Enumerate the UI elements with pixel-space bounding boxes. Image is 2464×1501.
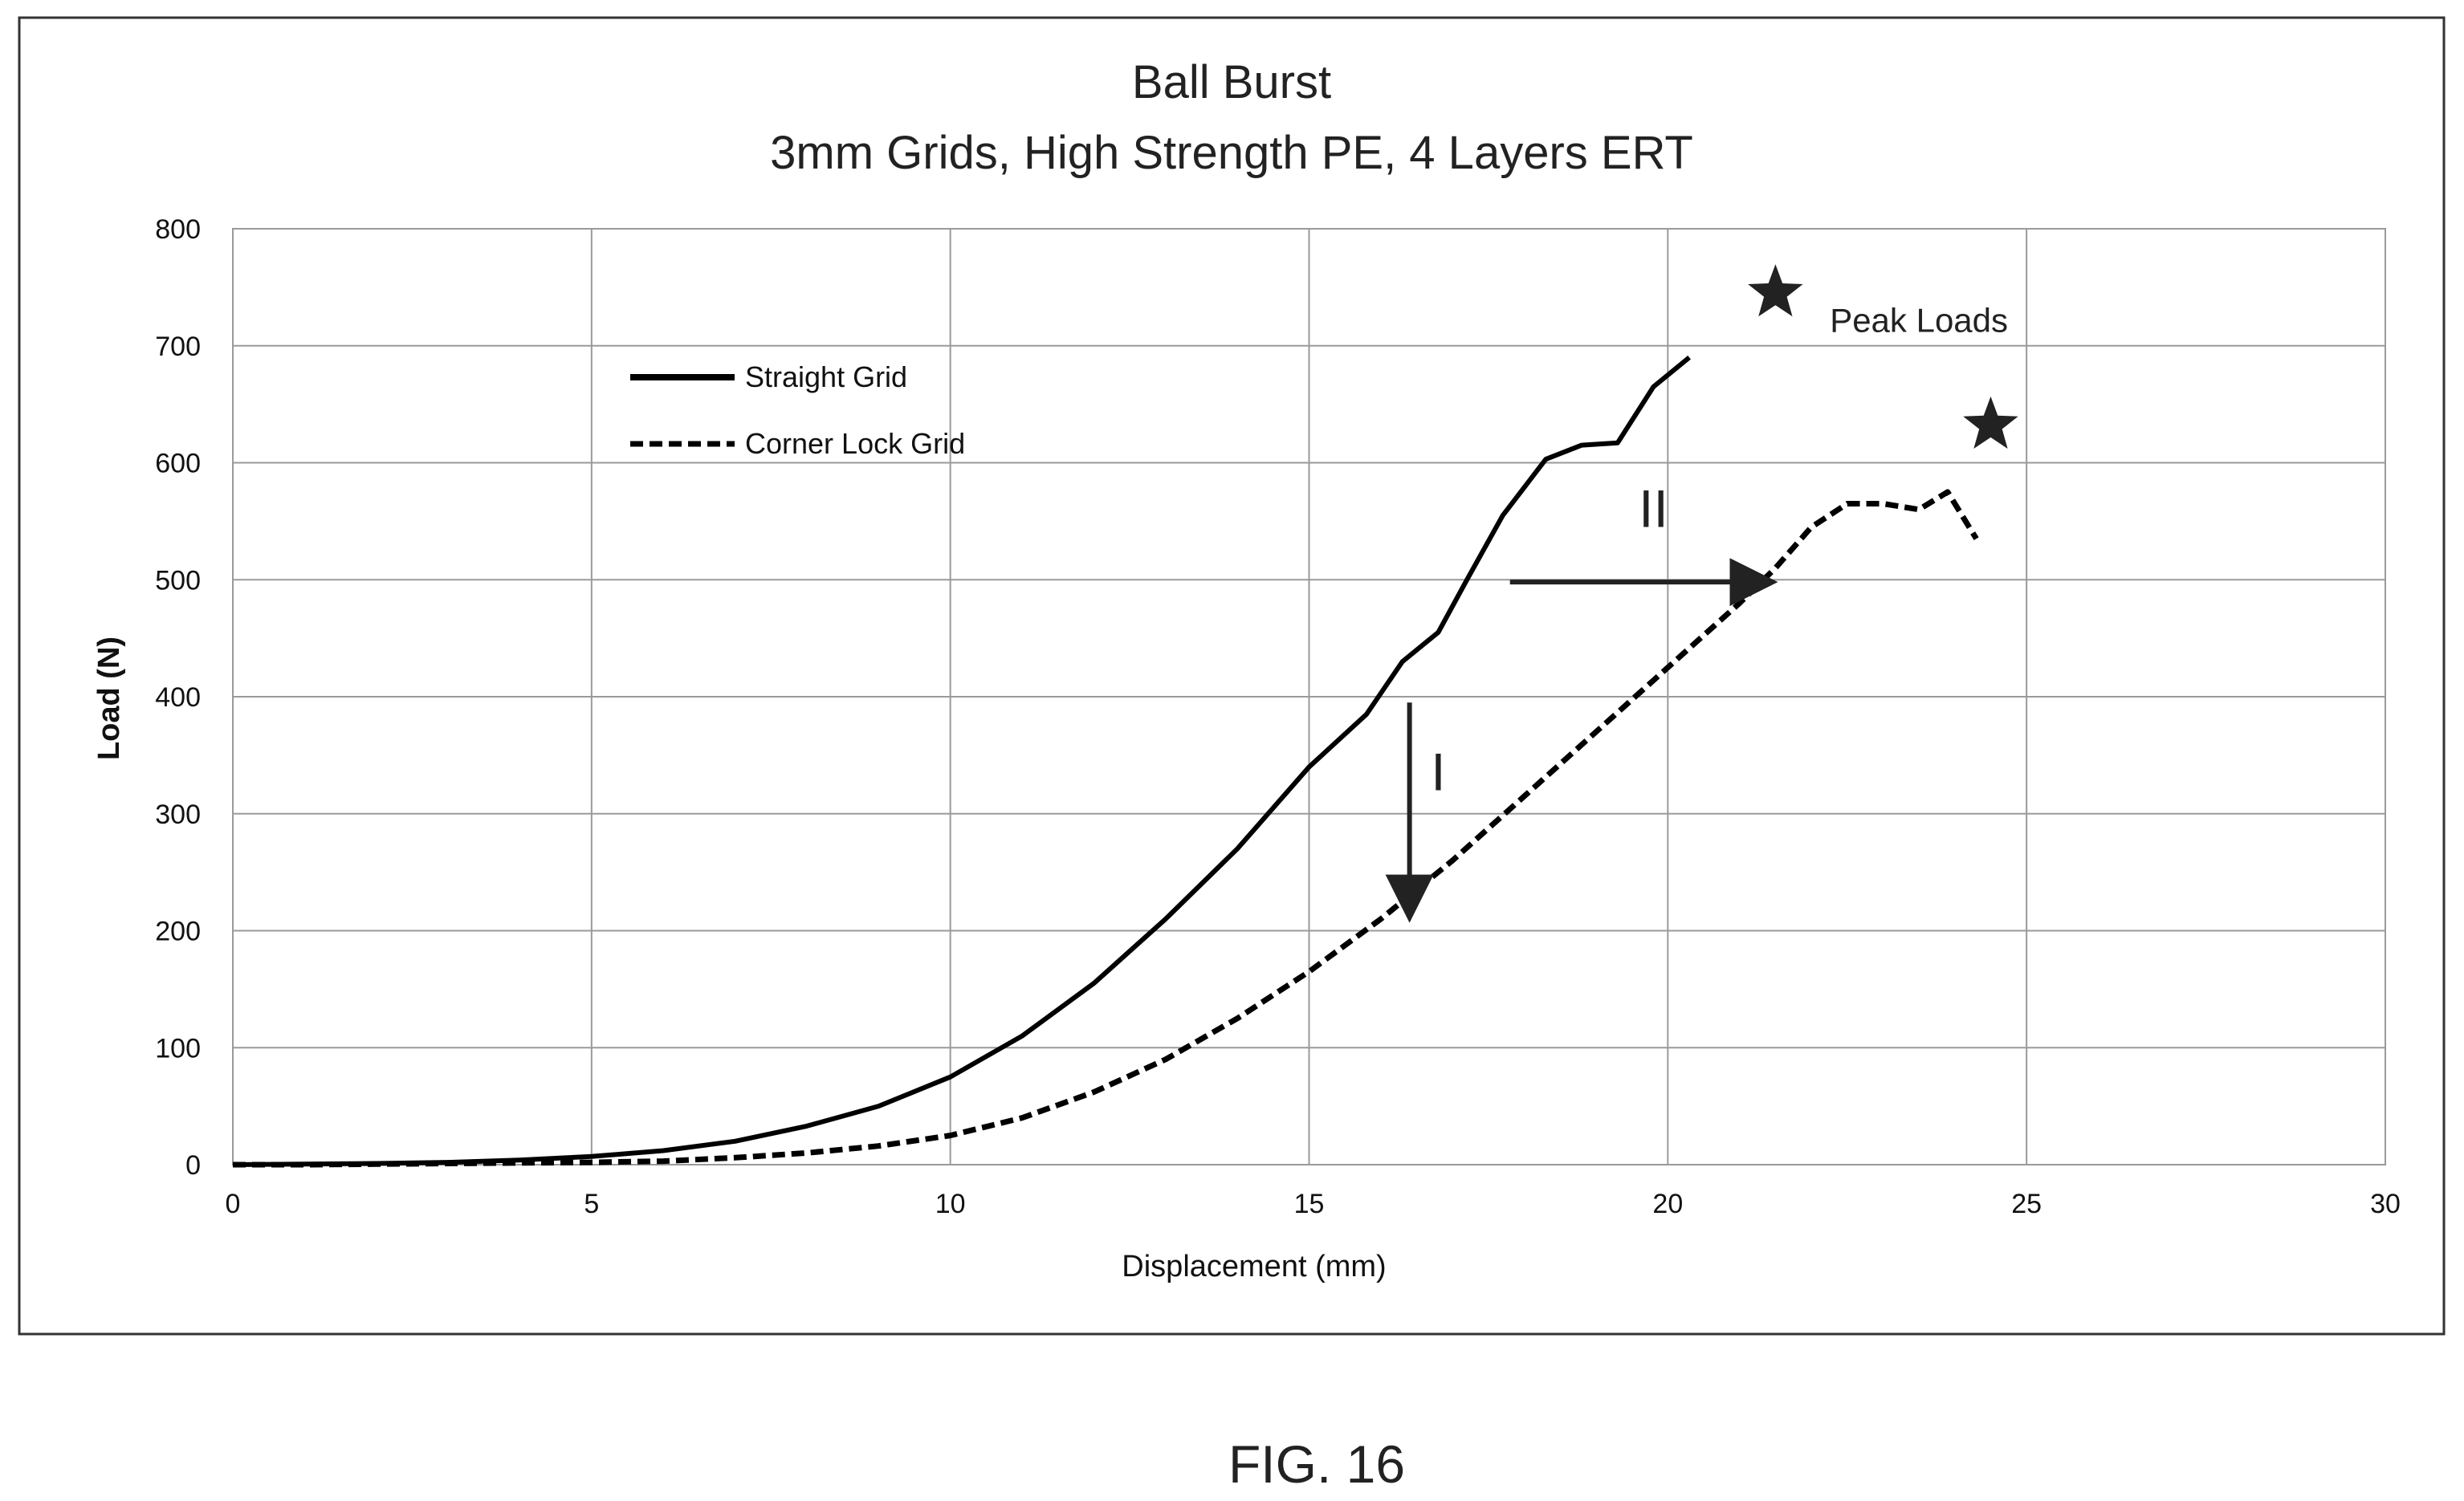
y-axis-label: Load (N) [92, 637, 126, 760]
y-axis-ticks: 0 100 200 300 400 500 600 700 800 [155, 214, 201, 1181]
annotation-i: I [1431, 742, 1445, 802]
series-line-corner-lock-grid [233, 489, 1979, 1168]
x-tick-label-4: 20 [1652, 1189, 1683, 1219]
y-tick-label-5: 500 [155, 565, 201, 596]
annotation-arrows [1385, 558, 1778, 923]
x-tick-label-0: 0 [226, 1189, 241, 1219]
y-tick-label-7: 700 [155, 332, 201, 362]
y-tick-label-4: 400 [155, 682, 201, 713]
legend: Straight Grid Corner Lock Grid [630, 360, 965, 460]
grid-lines [232, 228, 2386, 1165]
x-tick-label-1: 5 [584, 1189, 599, 1219]
series-layer [232, 355, 1979, 1168]
chart-subtitle: 3mm Grids, High Strength PE, 4 Layers ER… [770, 127, 1693, 179]
star-icon [1748, 264, 1803, 317]
figure-caption: FIG. 16 [1228, 1434, 1405, 1494]
x-axis-label: Displacement (mm) [1122, 1250, 1386, 1283]
plot-area: 0 5 10 15 20 25 30 0 100 200 300 400 500 600 700 800 P… [155, 214, 2401, 1219]
peak-markers [1748, 264, 2018, 449]
x-tick-label-5: 25 [2011, 1189, 2042, 1219]
y-tick-label-0: 0 [185, 1150, 201, 1181]
legend-label-corner-lock-grid: Corner Lock Grid [745, 427, 965, 460]
y-tick-label-1: 100 [155, 1033, 201, 1064]
x-tick-label-2: 10 [935, 1189, 966, 1219]
y-tick-label-6: 600 [155, 449, 201, 479]
x-tick-label-6: 30 [2370, 1189, 2401, 1219]
x-tick-label-3: 15 [1294, 1189, 1325, 1219]
y-tick-label-3: 300 [155, 799, 201, 830]
annotation-peak-loads: Peak Loads [1830, 301, 2008, 339]
y-tick-label-8: 800 [155, 214, 201, 245]
legend-label-straight-grid: Straight Grid [745, 360, 907, 393]
chart-frame [18, 16, 2446, 1336]
star-icon [1963, 396, 2018, 449]
annotation-ii: II [1639, 479, 1668, 539]
chart-title: Ball Burst [1132, 56, 1331, 108]
x-axis-ticks: 0 5 10 15 20 25 30 [226, 1189, 2401, 1219]
y-tick-label-2: 200 [155, 917, 201, 947]
series-line-straight-grid [232, 355, 1691, 1167]
